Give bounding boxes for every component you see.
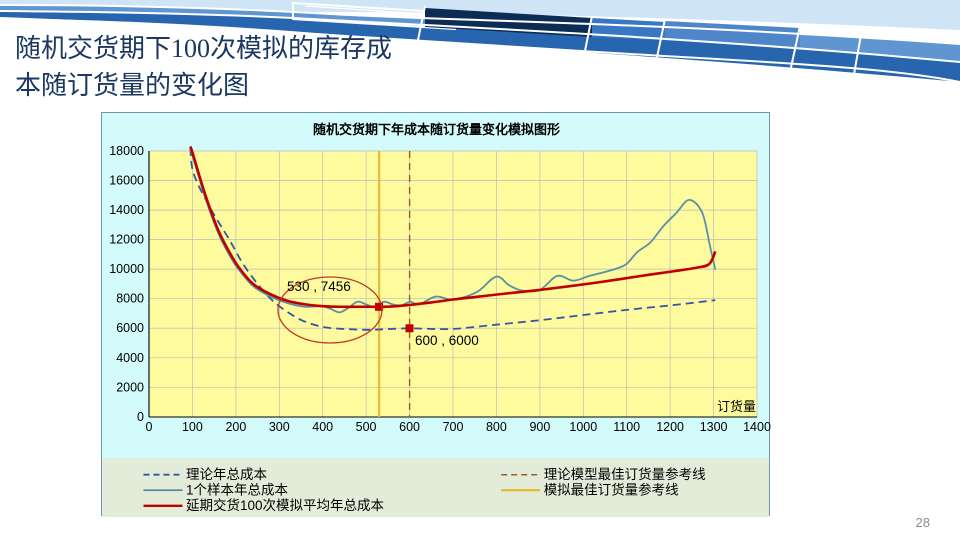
svg-text:16000: 16000 [109, 174, 144, 188]
svg-text:300: 300 [269, 420, 290, 434]
svg-text:订货量: 订货量 [717, 399, 756, 414]
svg-text:1100: 1100 [613, 420, 640, 434]
svg-text:10000: 10000 [109, 262, 144, 276]
svg-text:0: 0 [137, 410, 144, 424]
svg-text:700: 700 [443, 420, 464, 434]
svg-text:14000: 14000 [109, 203, 144, 217]
svg-text:1000: 1000 [569, 420, 597, 434]
svg-text:6000: 6000 [116, 321, 144, 335]
svg-text:12000: 12000 [109, 233, 144, 247]
svg-text:1200: 1200 [656, 420, 684, 434]
svg-text:900: 900 [529, 420, 550, 434]
svg-text:500: 500 [356, 420, 377, 434]
svg-text:4000: 4000 [116, 351, 144, 365]
svg-text:8000: 8000 [116, 292, 144, 306]
svg-text:理论模型最佳订货量参考线: 理论模型最佳订货量参考线 [544, 466, 706, 482]
svg-text:800: 800 [486, 420, 507, 434]
svg-text:1300: 1300 [700, 420, 728, 434]
svg-text:100: 100 [182, 420, 203, 434]
svg-text:1400: 1400 [743, 420, 771, 434]
svg-text:模拟最佳订货量参考线: 模拟最佳订货量参考线 [544, 482, 679, 498]
svg-text:600 , 6000: 600 , 6000 [415, 333, 479, 348]
svg-text:200: 200 [225, 420, 246, 434]
svg-text:2000: 2000 [116, 380, 144, 394]
svg-text:530 , 7456: 530 , 7456 [287, 279, 351, 294]
svg-text:600: 600 [399, 420, 420, 434]
svg-text:0: 0 [146, 420, 153, 434]
svg-text:400: 400 [312, 420, 333, 434]
svg-text:延期交货100次模拟平均年总成本: 延期交货100次模拟平均年总成本 [186, 497, 385, 513]
svg-text:理论年总成本: 理论年总成本 [186, 467, 267, 482]
svg-text:1个样本年总成本: 1个样本年总成本 [186, 483, 289, 498]
svg-text:18000: 18000 [109, 144, 144, 158]
